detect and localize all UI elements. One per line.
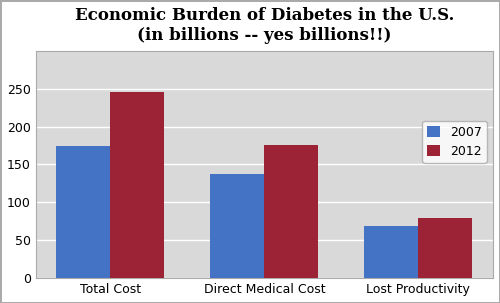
Bar xyxy=(210,174,264,278)
Bar xyxy=(264,145,318,278)
Bar xyxy=(418,218,472,278)
Bar xyxy=(110,92,164,278)
Bar xyxy=(364,226,418,278)
Title: Economic Burden of Diabetes in the U.S.
(in billions -- yes billions!!): Economic Burden of Diabetes in the U.S. … xyxy=(74,7,454,44)
Legend: 2007, 2012: 2007, 2012 xyxy=(422,121,487,163)
Bar xyxy=(56,146,110,278)
